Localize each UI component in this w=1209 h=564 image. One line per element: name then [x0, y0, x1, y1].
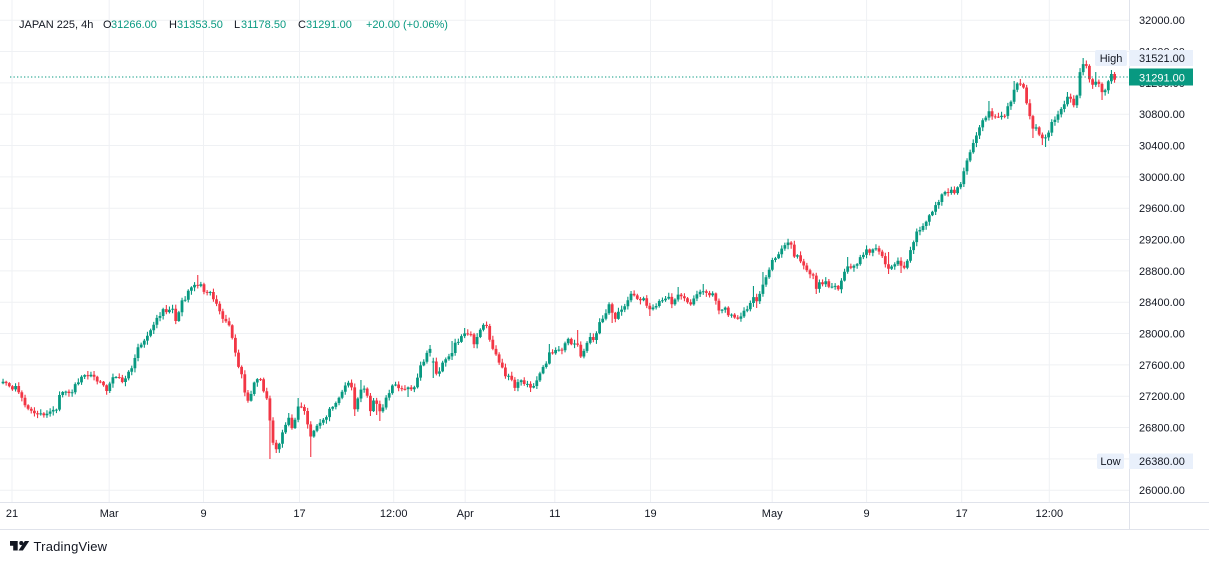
- svg-text:Low: Low: [1100, 456, 1120, 468]
- svg-text:17: 17: [293, 508, 305, 520]
- svg-text:32000.00: 32000.00: [1139, 15, 1185, 27]
- svg-text:L: L: [234, 19, 240, 31]
- svg-text:21: 21: [6, 508, 18, 520]
- svg-text:H: H: [169, 19, 177, 31]
- svg-text:28400.00: 28400.00: [1139, 297, 1185, 309]
- svg-text:9: 9: [864, 508, 870, 520]
- svg-text:31178.50: 31178.50: [241, 19, 286, 31]
- svg-text:31291.00: 31291.00: [306, 19, 352, 31]
- svg-text:11: 11: [549, 508, 560, 520]
- svg-text:30800.00: 30800.00: [1139, 109, 1185, 121]
- svg-text:High: High: [1100, 53, 1123, 65]
- svg-text:12:00: 12:00: [380, 508, 408, 520]
- svg-text:27200.00: 27200.00: [1139, 391, 1185, 403]
- svg-text:26000.00: 26000.00: [1139, 485, 1185, 497]
- svg-text:31521.00: 31521.00: [1139, 53, 1185, 65]
- svg-text:+20.00 (+0.06%): +20.00 (+0.06%): [366, 19, 448, 31]
- svg-text:C: C: [298, 19, 306, 31]
- svg-text:Apr: Apr: [457, 508, 474, 520]
- svg-text:26380.00: 26380.00: [1139, 456, 1185, 468]
- svg-text:31353.50: 31353.50: [177, 19, 223, 31]
- svg-text:O: O: [103, 19, 112, 31]
- svg-text:12:00: 12:00: [1036, 508, 1064, 520]
- svg-text:TradingView: TradingView: [34, 539, 108, 554]
- svg-text:28800.00: 28800.00: [1139, 266, 1185, 278]
- svg-text:28000.00: 28000.00: [1139, 329, 1185, 341]
- svg-text:26800.00: 26800.00: [1139, 423, 1185, 435]
- svg-text:May: May: [762, 508, 783, 520]
- svg-text:17: 17: [956, 508, 968, 520]
- svg-text:29200.00: 29200.00: [1139, 235, 1185, 247]
- svg-text:30000.00: 30000.00: [1139, 172, 1185, 184]
- svg-text:29600.00: 29600.00: [1139, 203, 1185, 215]
- svg-text:Mar: Mar: [100, 508, 119, 520]
- svg-text:9: 9: [200, 508, 206, 520]
- svg-text:31266.00: 31266.00: [111, 19, 157, 31]
- svg-text:JAPAN 225, 4h: JAPAN 225, 4h: [19, 19, 93, 31]
- svg-text:27600.00: 27600.00: [1139, 360, 1185, 372]
- svg-text:31291.00: 31291.00: [1139, 73, 1185, 85]
- svg-text:19: 19: [644, 508, 656, 520]
- svg-text:30400.00: 30400.00: [1139, 141, 1185, 153]
